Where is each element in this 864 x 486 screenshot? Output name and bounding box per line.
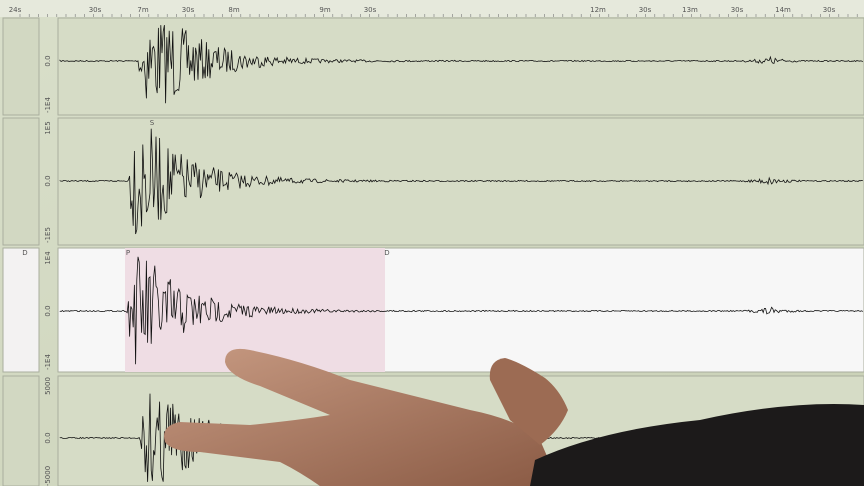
waveform	[59, 256, 864, 365]
hand	[164, 348, 864, 486]
ruler-label: 8m	[228, 6, 239, 14]
ruler-label: 9m	[319, 6, 330, 14]
scale-label: -5000	[44, 466, 52, 486]
scale-label: 0.0	[44, 55, 52, 66]
scale-label: 1E5	[44, 121, 52, 134]
ruler-label: 30s	[731, 6, 744, 14]
ruler-label: 30s	[89, 6, 102, 14]
ruler-label: 30s	[182, 6, 195, 14]
ruler-label: 24s	[9, 6, 22, 14]
scale-label: -1E4	[44, 97, 52, 113]
phase-marker: D	[22, 249, 27, 257]
labels: 24s 30s 7m 30s 8m 9m 30s 12m 30s 13m 30s 14m 30s 0.0 -…	[9, 6, 836, 486]
ruler-label: 30s	[639, 6, 652, 14]
label-box	[2, 117, 40, 246]
sleeve	[530, 404, 864, 486]
hand-thumb	[489, 358, 568, 445]
scale-label: -1E5	[44, 227, 52, 243]
label-box	[2, 17, 40, 116]
scale-label: -1E4	[44, 354, 52, 370]
time-ruler	[0, 0, 864, 17]
ruler-label: 14m	[775, 6, 791, 14]
scale-label: 0.0	[44, 305, 52, 316]
ruler-label: 30s	[364, 6, 377, 14]
trace-area	[57, 17, 864, 116]
phase-marker: D	[384, 249, 389, 257]
phase-marker: S	[150, 119, 155, 127]
trace-area	[57, 117, 864, 246]
hand-fingers	[164, 348, 560, 486]
ruler-label: 30s	[823, 6, 836, 14]
label-box	[2, 247, 40, 373]
scale-label: 0.0	[44, 432, 52, 443]
waveform	[59, 128, 863, 235]
phase-marker: P	[126, 249, 130, 257]
ruler-label: 7m	[137, 6, 148, 14]
scale-label: 0.0	[44, 175, 52, 186]
scale-label: 1E4	[44, 251, 52, 265]
label-box	[2, 375, 40, 486]
ruler-label: 12m	[590, 6, 606, 14]
scale-label: 5000	[44, 377, 52, 395]
ruler-label: 13m	[682, 6, 698, 14]
waveform	[59, 25, 863, 104]
